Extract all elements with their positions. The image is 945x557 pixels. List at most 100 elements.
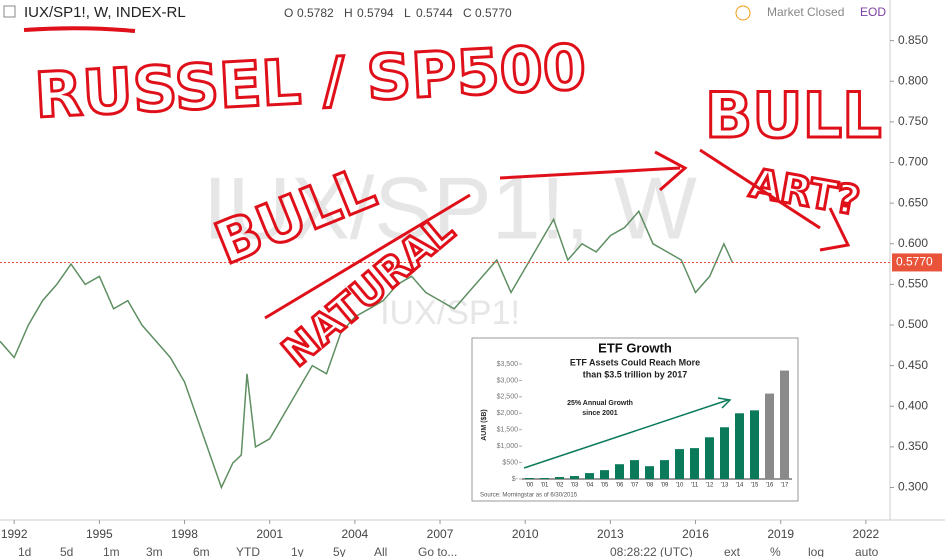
watermark-sub: IUX/SP1! — [380, 294, 520, 332]
toolbar-button[interactable]: 08:28:22 (UTC) — [610, 545, 693, 557]
inset-bar — [525, 478, 534, 479]
toolbar-button[interactable]: 1y — [291, 545, 304, 557]
toolbar-button[interactable]: 3m — [146, 545, 163, 557]
y-tick-label: 0.750 — [898, 114, 928, 128]
h-value: 0.5794 — [357, 6, 394, 20]
x-tick-label: 2022 — [853, 527, 880, 541]
inset-bar — [585, 473, 594, 479]
inset-subtitle: than $3.5 trillion by 2017 — [583, 369, 688, 379]
y-tick-label: 0.500 — [898, 317, 928, 331]
toolbar-button[interactable]: 1m — [103, 545, 120, 557]
y-tick-label: 0.400 — [898, 398, 928, 412]
alert-icon[interactable] — [735, 5, 751, 21]
inset-x-label: '04 — [586, 483, 594, 489]
x-tick-label: 2004 — [342, 527, 369, 541]
y-tick-label: 0.550 — [898, 277, 928, 291]
x-tick-label: 2010 — [512, 527, 539, 541]
arrows — [264, 148, 851, 320]
x-tick-label: 2016 — [682, 527, 709, 541]
toolbar-button[interactable]: % — [770, 545, 781, 557]
inset-y-tick-label: $500 — [502, 459, 518, 466]
c-label: C — [463, 6, 472, 20]
inset-bar — [705, 437, 714, 479]
inset-x-label: '14 — [736, 483, 744, 489]
x-tick-label: 1992 — [1, 527, 28, 541]
h-label: H — [344, 6, 353, 20]
inset-bar — [690, 448, 699, 479]
inset-bar — [630, 460, 639, 479]
main-chart: 0.300 0.350 0.400 0.450 0.500 0.550 0.600 0.650… — [0, 33, 942, 541]
inset-title: ETF Growth — [598, 340, 672, 355]
inset-x-label: '17 — [781, 483, 789, 489]
toolbar-button[interactable]: log — [808, 545, 824, 557]
toolbar-button[interactable]: 5d — [60, 545, 73, 557]
c-value: 0.5770 — [475, 6, 512, 20]
x-tick-label: 2013 — [597, 527, 624, 541]
inset-bar — [750, 410, 759, 479]
y-tick-label: 0.350 — [898, 439, 928, 453]
y-tick-label: 0.800 — [898, 73, 928, 87]
inset-bar — [780, 370, 789, 479]
inset-y-tick-label: $1,500 — [497, 427, 519, 434]
inset-bar — [645, 466, 654, 479]
inset-y-tick-label: $3,500 — [497, 361, 519, 368]
inset-bar — [540, 478, 549, 479]
toolbar-button[interactable]: All — [374, 545, 387, 557]
inset-bar — [615, 464, 624, 479]
inset-x-label: '01 — [541, 483, 549, 489]
toolbar-button[interactable]: 6m — [193, 545, 210, 557]
last-price-label: 0.5770 — [896, 255, 933, 269]
underline — [23, 26, 136, 33]
collapse-icon[interactable] — [3, 5, 16, 18]
y-tick-label: 0.700 — [898, 155, 928, 169]
inset-bar — [660, 460, 669, 479]
inset-x-label: '10 — [676, 483, 684, 489]
inset-bar — [600, 470, 609, 479]
y-tick-label: 0.850 — [898, 33, 928, 47]
l-label: L — [404, 6, 411, 20]
inset-annotation: 25% Annual Growth — [567, 400, 633, 407]
x-tick-label: 2007 — [427, 527, 454, 541]
o-value: 0.5782 — [297, 6, 334, 20]
inset-x-label: '06 — [616, 483, 624, 489]
toolbar-button[interactable]: Go to... — [418, 545, 457, 557]
toolbar-button[interactable]: ext — [724, 545, 741, 557]
x-tick-label: 2019 — [767, 527, 794, 541]
inset-x-label: '03 — [571, 483, 579, 489]
o-label: O — [284, 6, 293, 20]
price-line — [0, 209, 734, 490]
inset-bar — [735, 413, 744, 479]
x-tick-label: 1998 — [171, 527, 198, 541]
toolbar-button[interactable]: 1d — [18, 545, 31, 557]
inset-y-tick-label: $1,000 — [497, 443, 519, 450]
inset-x-label: '13 — [721, 483, 729, 489]
inset-bar — [765, 393, 774, 479]
inset-x-label: '16 — [766, 483, 774, 489]
inset-x-label: '07 — [631, 483, 639, 489]
toolbar-button[interactable]: auto — [855, 545, 879, 557]
y-tick-label: 0.650 — [898, 195, 928, 209]
inset-annotation: since 2001 — [582, 410, 618, 417]
inset-x-label: '05 — [601, 483, 609, 489]
inset-source: Source: Morningstar as of 6/30/2015 — [480, 493, 578, 499]
inset-subtitle: ETF Assets Could Reach More — [570, 357, 700, 367]
toolbar-button[interactable]: YTD — [236, 545, 260, 557]
inset-x-label: '15 — [751, 483, 759, 489]
market-status: Market Closed — [767, 5, 844, 19]
last-price-box — [892, 253, 942, 272]
inset-y-label: AUM ($B) — [481, 409, 488, 441]
inset-bar — [555, 477, 564, 479]
inset-bar — [720, 427, 729, 479]
inset-bar — [675, 449, 684, 479]
x-tick-label: 2001 — [256, 527, 283, 541]
inset-y-tick-label: $2,000 — [497, 410, 519, 417]
toolbar-button[interactable]: 5y — [333, 545, 346, 557]
inset-chart: ETF Growth ETF Assets Could Reach More tha… — [480, 340, 792, 499]
symbol[interactable]: IUX/SP1!, W, INDEX-RL — [24, 4, 186, 21]
l-value: 0.5744 — [416, 6, 453, 20]
inset-x-label: '00 — [526, 483, 534, 489]
y-tick-label: 0.300 — [898, 480, 928, 494]
eod-badge: EOD — [860, 5, 886, 19]
trend-arrow — [523, 397, 732, 469]
